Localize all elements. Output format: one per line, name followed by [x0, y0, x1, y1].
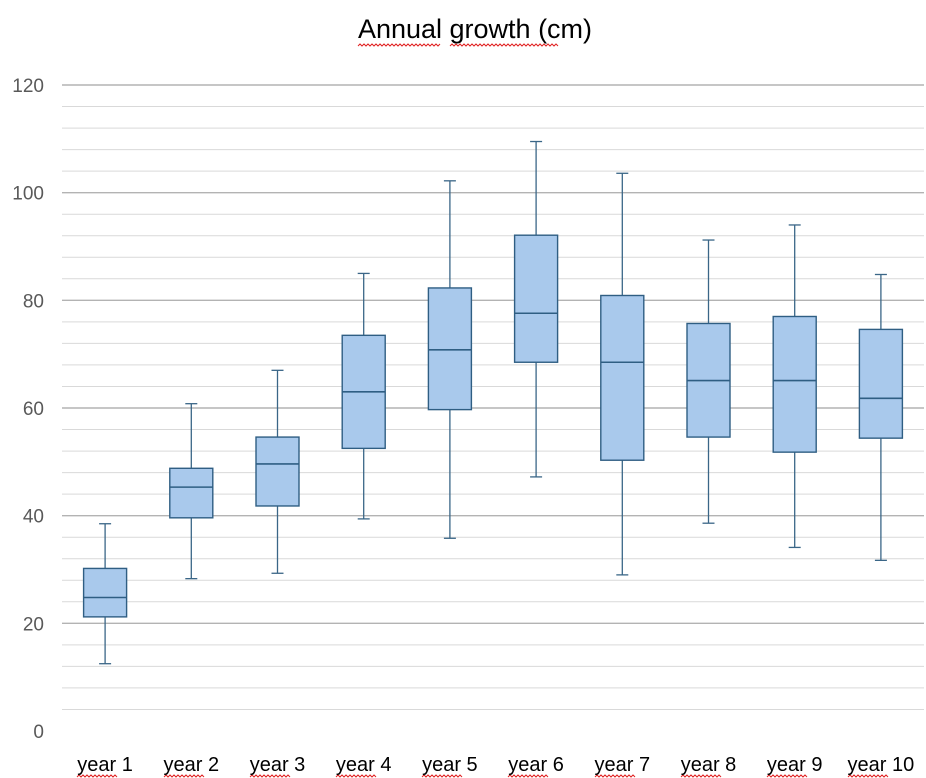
box-6 — [513, 140, 559, 478]
boxes — [82, 140, 904, 665]
interquartile-box — [513, 234, 559, 363]
box-3 — [255, 369, 300, 574]
y-tick-label: 100 — [12, 184, 44, 205]
title-spellcheck-underline — [449, 43, 559, 47]
x-axis-category-labels: year 1 year 2 year 3 year 4 year 5 year 6 year… — [77, 754, 914, 776]
spellcheck-underline — [594, 774, 636, 778]
interquartile-box — [858, 328, 904, 439]
y-tick-label: 20 — [23, 614, 44, 635]
interquartile-box — [82, 567, 128, 618]
box-8 — [686, 239, 731, 524]
y-tick-label: 60 — [23, 399, 44, 420]
interquartile-box — [772, 315, 817, 453]
spellcheck-underline — [335, 774, 377, 778]
x-category-label: year 6 — [508, 754, 564, 776]
title-spellcheck-underline — [357, 43, 441, 47]
interquartile-box — [600, 294, 645, 461]
y-tick-label: 40 — [23, 507, 44, 528]
x-category-label: year 7 — [595, 754, 651, 776]
x-category-label: year 5 — [422, 754, 478, 776]
x-category-label: year 1 — [77, 754, 133, 776]
x-category-label: year 8 — [681, 754, 737, 776]
spellcheck-underline — [507, 774, 549, 778]
spellcheck-underline — [847, 774, 889, 778]
spellcheck-underline — [680, 774, 722, 778]
spellcheck-underlines — [76, 43, 889, 778]
box-10 — [858, 273, 904, 561]
spellcheck-underline — [421, 774, 463, 778]
interquartile-box — [427, 287, 473, 411]
box-2 — [169, 403, 214, 580]
box-5 — [427, 180, 473, 539]
x-category-label: year 4 — [336, 754, 392, 776]
interquartile-box — [255, 436, 300, 507]
spellcheck-underline — [76, 774, 118, 778]
box-4 — [341, 272, 386, 520]
x-category-label: year 9 — [767, 754, 823, 776]
spellcheck-underline — [249, 774, 291, 778]
box-9 — [772, 224, 817, 549]
box-7 — [600, 172, 645, 576]
box-1 — [82, 523, 128, 665]
y-tick-label: 120 — [12, 76, 44, 97]
x-category-label: year 2 — [164, 754, 220, 776]
chart-title: Annual growth (cm) — [358, 14, 592, 44]
x-category-label: year 3 — [250, 754, 306, 776]
y-tick-label: 0 — [33, 722, 44, 743]
spellcheck-underline — [163, 774, 205, 778]
y-tick-label: 80 — [23, 291, 44, 312]
spellcheck-underline — [766, 774, 808, 778]
y-axis-tick-labels: 0 20 40 60 80 100 120 — [12, 76, 44, 743]
x-category-label: year 10 — [848, 754, 915, 776]
interquartile-box — [169, 467, 214, 519]
